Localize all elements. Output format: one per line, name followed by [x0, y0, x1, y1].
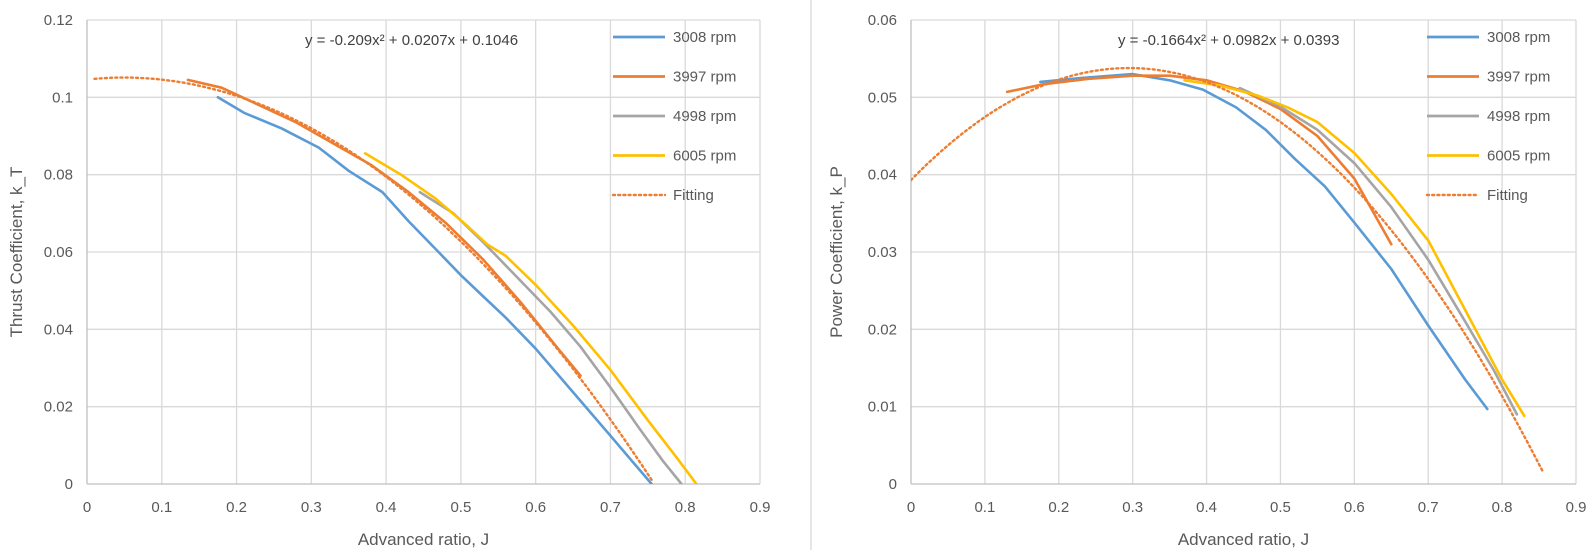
x-tick-label: 0.3 [1122, 499, 1143, 516]
x-tick-label: 0.6 [525, 499, 546, 516]
legend-label: 6005 rpm [1487, 148, 1550, 165]
legend-label: 6005 rpm [673, 148, 736, 165]
series-line-4998-rpm [1238, 86, 1519, 416]
series-line-3997-rpm [1005, 74, 1393, 246]
y-tick-label: 0.04 [868, 167, 897, 184]
x-tick-label: 0 [83, 499, 91, 516]
x-tick-label: 0.3 [301, 499, 322, 516]
x-tick-label: 0 [907, 499, 915, 516]
series-line-3008-rpm [1039, 72, 1489, 411]
x-tick-label: 0.8 [1492, 499, 1513, 516]
x-tick-label: 0.1 [151, 499, 172, 516]
x-tick-label: 0.5 [1270, 499, 1291, 516]
x-axis-title: Advanced ratio, J [358, 530, 489, 549]
x-tick-label: 0.8 [675, 499, 696, 516]
y-tick-label: 0.03 [868, 244, 897, 261]
x-tick-label: 0.7 [1418, 499, 1439, 516]
series-line-fitting [911, 66, 1544, 473]
series-line-6005-rpm [363, 152, 698, 484]
series-line-fitting [93, 76, 653, 481]
y-tick-label: 0.1 [52, 89, 73, 106]
y-tick-label: 0.02 [868, 321, 897, 338]
legend-label: 3008 rpm [673, 29, 736, 46]
y-axis-title: Power Coefficient, k_P [827, 166, 846, 338]
x-tick-label: 0.9 [750, 499, 771, 516]
legend-label: 4998 rpm [673, 108, 736, 125]
series-line-6005-rpm [1183, 79, 1526, 418]
y-tick-label: 0.01 [868, 399, 897, 416]
legend-label: 3997 rpm [673, 69, 736, 86]
y-tick-label: 0.12 [44, 12, 73, 29]
x-tick-label: 0.2 [1048, 499, 1069, 516]
y-tick-label: 0 [889, 476, 897, 493]
y-tick-label: 0.02 [44, 399, 73, 416]
x-tick-label: 0.4 [376, 499, 397, 516]
y-tick-label: 0.04 [44, 321, 73, 338]
trendline-equation: y = -0.1664x² + 0.0982x + 0.0393 [1118, 32, 1339, 49]
series-line-3997-rpm [186, 78, 582, 377]
x-tick-label: 0.4 [1196, 499, 1217, 516]
series-line-3008-rpm [216, 96, 653, 484]
y-tick-label: 0.08 [44, 167, 73, 184]
x-tick-label: 0.5 [450, 499, 471, 516]
power-chart: 0 0.01 0.02 0.03 0.04 0.05 0.06 0 0.1 0.2 0.3 0.4 0.… [827, 12, 1586, 549]
x-tick-label: 0.1 [974, 499, 995, 516]
y-axis-title: Thrust Coefficient, k_T [7, 167, 26, 338]
x-tick-label: 0.9 [1566, 499, 1587, 516]
x-axis-title: Advanced ratio, J [1178, 530, 1309, 549]
legend-label: 3008 rpm [1487, 29, 1550, 46]
legend-label: Fitting [1487, 187, 1528, 204]
y-tick-label: 0.05 [868, 89, 897, 106]
legend-label: 3997 rpm [1487, 69, 1550, 86]
y-tick-label: 0.06 [868, 12, 897, 29]
legend-label: Fitting [673, 187, 714, 204]
legend-label: 4998 rpm [1487, 108, 1550, 125]
trendline-equation: y = -0.209x² + 0.0207x + 0.1046 [305, 32, 518, 49]
x-tick-label: 0.2 [226, 499, 247, 516]
x-tick-label: 0.7 [600, 499, 621, 516]
y-tick-label: 0 [65, 476, 73, 493]
x-tick-label: 0.6 [1344, 499, 1365, 516]
thrust-chart: 0 0.02 0.04 0.06 0.08 0.1 0.12 0 0.1 0.2 0.3 0.4 0.5… [7, 12, 770, 549]
y-tick-label: 0.06 [44, 244, 73, 261]
